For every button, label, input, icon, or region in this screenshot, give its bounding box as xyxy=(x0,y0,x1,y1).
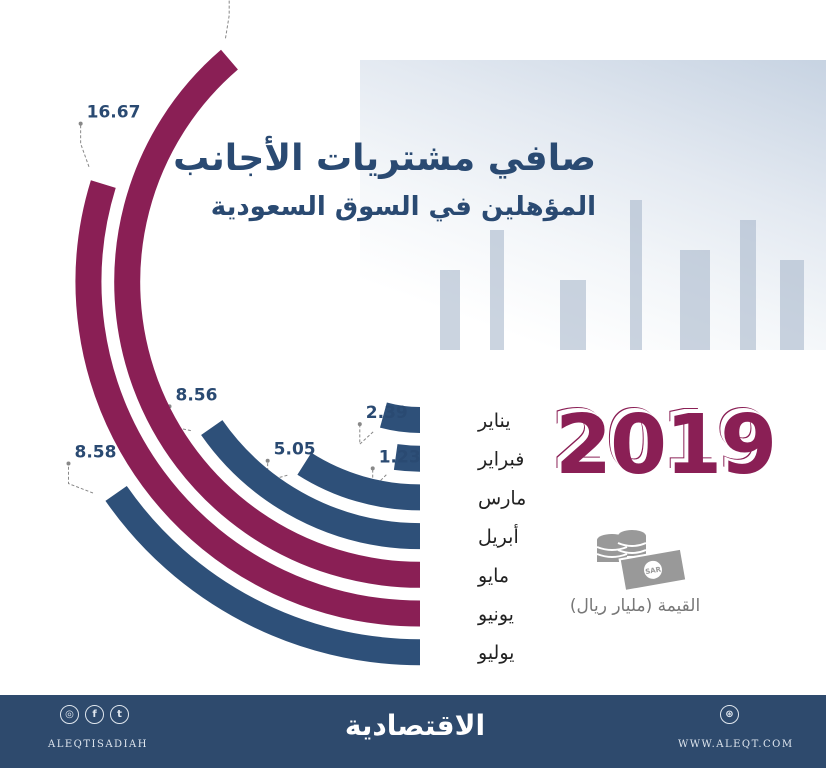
radial-bar-chart: يناير 2.39 فبراير 1.23 مارس 5.05 أبريل 8.56 مايو… xyxy=(66,0,526,666)
bar-4 xyxy=(201,420,421,550)
bar-5 xyxy=(114,49,421,588)
value-label: 16.67 xyxy=(87,103,141,123)
facebook-icon[interactable]: f xyxy=(85,705,104,724)
category-label: مايو xyxy=(477,565,509,587)
cityscape-background-image xyxy=(360,60,826,350)
leader-line xyxy=(67,463,94,494)
value-label: 2.39 xyxy=(366,403,408,423)
bar-1 xyxy=(379,402,421,433)
category-label: فبراير xyxy=(477,449,524,471)
social-handle: ALEQTISADIAH xyxy=(48,739,148,750)
svg-text:SAR: SAR xyxy=(645,565,663,576)
value-label: 1.23 xyxy=(379,447,421,467)
leader-dot xyxy=(357,422,362,427)
chart-subtitle: المؤهلين في السوق السعودية xyxy=(210,192,596,222)
category-label: مارس xyxy=(478,487,526,509)
coins-money-icon: SAR xyxy=(596,530,688,592)
value-label: 8.56 xyxy=(176,385,218,405)
leader-dot xyxy=(265,458,270,463)
category-label: أبريل xyxy=(478,524,519,548)
leader-dot xyxy=(66,461,71,466)
category-label: يناير xyxy=(477,410,511,432)
chart-title: صافي مشتريات الأجانب xyxy=(173,138,596,179)
leader-line xyxy=(372,468,387,490)
year-label: 2019 xyxy=(555,398,777,493)
website-link[interactable]: WWW.ALEQT.COM xyxy=(678,739,794,750)
leader-line xyxy=(80,123,90,167)
twitter-icon[interactable]: t xyxy=(110,705,129,724)
bar-2 xyxy=(393,444,421,472)
instagram-icon[interactable]: ◎ xyxy=(60,705,79,724)
category-label: يونيو xyxy=(477,604,514,626)
bar-3 xyxy=(297,452,421,511)
globe-icon[interactable]: ⊛ xyxy=(720,705,739,724)
leader-dot xyxy=(370,466,375,471)
bar-6 xyxy=(75,180,421,627)
leader-line xyxy=(359,424,374,446)
social-icons: ◎ f t xyxy=(60,705,129,724)
leader-line xyxy=(224,0,230,39)
value-label: 8.58 xyxy=(74,443,116,463)
leader-dot xyxy=(78,121,83,126)
footer: ◎ f t ALEQTISADIAH الاقتصادية ⊛ WWW.ALEQ… xyxy=(0,695,826,768)
brand-logo: الاقتصادية xyxy=(344,709,486,742)
bar-7 xyxy=(105,486,421,666)
value-label: 5.05 xyxy=(274,440,316,460)
category-label: يوليو xyxy=(477,642,514,664)
unit-label: القيمة (مليار ريال) xyxy=(569,596,701,616)
